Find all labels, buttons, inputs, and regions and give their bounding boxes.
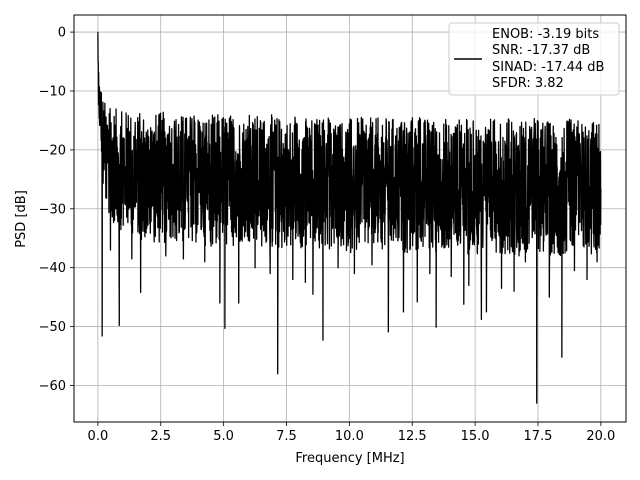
ticks bbox=[70, 31, 602, 426]
legend-entry-enob: ENOB: -3.19 bits bbox=[492, 27, 599, 42]
legend: ENOB: -3.19 bits SNR: -17.37 dB SINAD: -… bbox=[448, 22, 620, 96]
x-tick-label: 15.0 bbox=[461, 429, 490, 444]
x-tick-label: 2.5 bbox=[150, 429, 171, 444]
y-tick-label: −20 bbox=[39, 143, 66, 158]
legend-entry-sfdr: SFDR: 3.82 bbox=[492, 76, 564, 91]
x-tick-label: 20.0 bbox=[586, 429, 615, 444]
legend-box bbox=[448, 22, 620, 96]
legend-entry-snr: SNR: -17.37 dB bbox=[492, 43, 590, 58]
y-tick-label: −40 bbox=[39, 261, 66, 276]
x-tick-label: 17.5 bbox=[524, 429, 553, 444]
y-tick-label: −50 bbox=[39, 320, 66, 335]
x-axis-label: Frequency [MHz] bbox=[295, 451, 404, 466]
x-tick-label: 12.5 bbox=[398, 429, 427, 444]
psd-trace bbox=[97, 32, 602, 404]
y-axis-label: PSD [dB] bbox=[14, 190, 29, 248]
y-tick-label: −30 bbox=[39, 202, 66, 217]
y-tick-label: −10 bbox=[39, 84, 66, 99]
axes-frame bbox=[73, 14, 627, 423]
psd-line bbox=[97, 32, 602, 404]
y-tick-label: −60 bbox=[39, 379, 66, 394]
x-tick-label: 10.0 bbox=[335, 429, 364, 444]
tick-labels: 0.0 2.5 5.0 7.5 10.0 12.5 15.0 17.5 20.0 0 −10 −20 −… bbox=[39, 26, 616, 444]
x-tick-label: 0.0 bbox=[88, 429, 109, 444]
x-tick-label: 7.5 bbox=[276, 429, 297, 444]
x-tick-label: 5.0 bbox=[213, 429, 234, 444]
legend-entry-sinad: SINAD: -17.44 dB bbox=[492, 60, 604, 75]
y-tick-label: 0 bbox=[58, 26, 66, 41]
